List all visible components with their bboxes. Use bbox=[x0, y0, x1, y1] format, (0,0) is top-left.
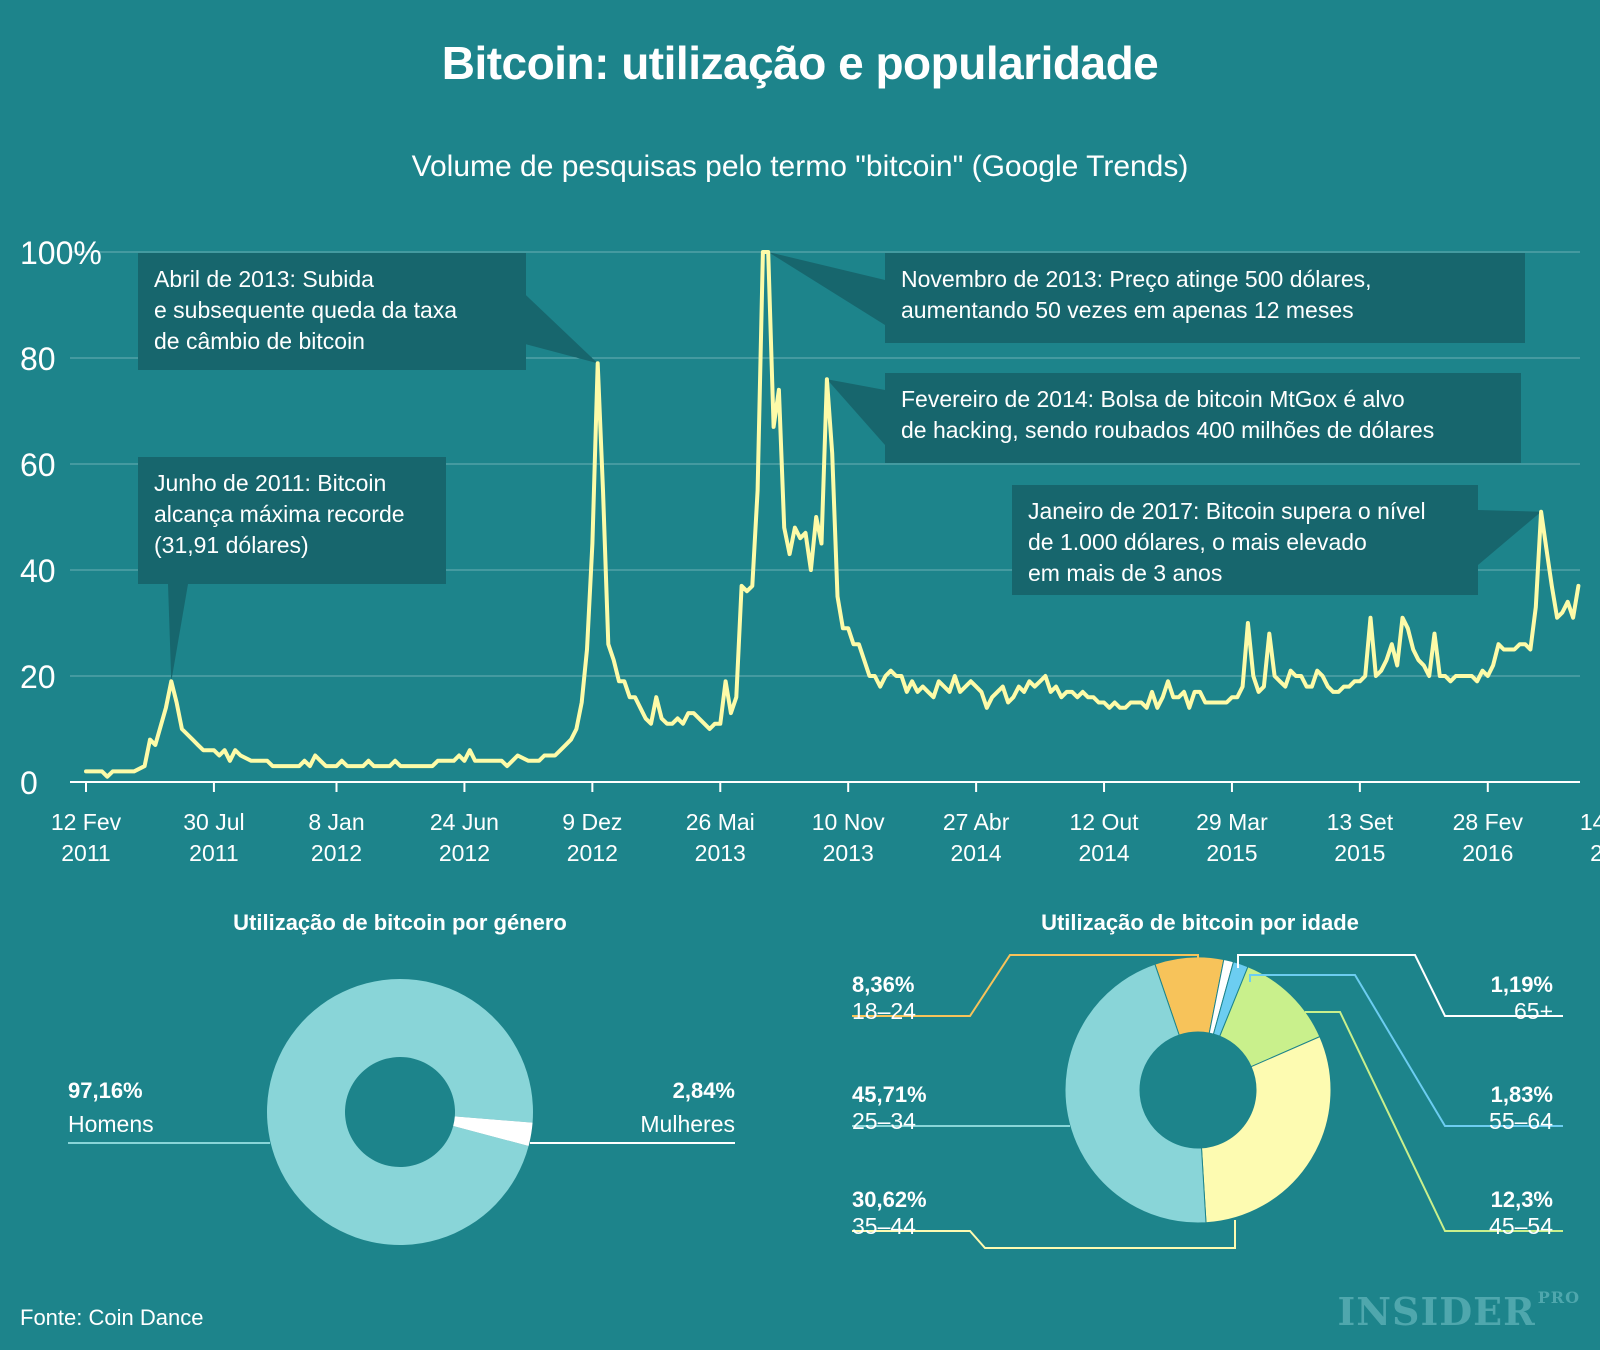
annotation-box bbox=[138, 253, 526, 370]
x-tick-label: 2012 bbox=[567, 840, 618, 866]
pie-slice-women bbox=[453, 1116, 533, 1146]
x-tick-label: 10 Nov bbox=[812, 809, 885, 835]
pie-value-label: 8,36% bbox=[852, 972, 914, 997]
x-tick-label: 2012 bbox=[439, 840, 490, 866]
pie-category-label: Homens bbox=[68, 1111, 154, 1137]
insider-pro-logo: INSIDER PRO bbox=[1338, 1288, 1581, 1334]
annotation-text: Novembro de 2013: Preço atinge 500 dólar… bbox=[901, 266, 1372, 292]
x-tick-label: 2015 bbox=[1206, 840, 1257, 866]
annotation-box bbox=[1012, 485, 1478, 595]
x-tick-label: 13 Set bbox=[1327, 809, 1394, 835]
annotation-box bbox=[885, 253, 1525, 343]
pie-category-label: 45–54 bbox=[1489, 1213, 1553, 1239]
pie-slice-men bbox=[267, 978, 533, 1245]
pie-value-label: 1,19% bbox=[1491, 972, 1553, 997]
x-tick-label: 2015 bbox=[1334, 840, 1385, 866]
x-tick-label: 2012 bbox=[311, 840, 362, 866]
pie-slice bbox=[1200, 1035, 1332, 1224]
x-tick-label: 9 Dez bbox=[562, 809, 622, 835]
x-tick-label: 2013 bbox=[695, 840, 746, 866]
x-tick-label: 2016 bbox=[1462, 840, 1513, 866]
x-tick-label: 2013 bbox=[823, 840, 874, 866]
pie-value-label: 12,3% bbox=[1491, 1187, 1553, 1212]
annotation-pointer bbox=[168, 584, 188, 682]
source-note: Fonte: Coin Dance bbox=[20, 1305, 204, 1330]
leader-line bbox=[1305, 1011, 1563, 1232]
x-tick-label: 2011 bbox=[189, 840, 238, 866]
annotation-text: de 1.000 dólares, o mais elevado bbox=[1028, 529, 1367, 555]
pie-charts: 97,16% Homens 2,84% Mulheres 8,36%18–24 45,71… bbox=[68, 954, 1563, 1249]
gender-chart-title: Utilização de bitcoin por género bbox=[233, 910, 567, 935]
pie-value-label: 30,62% bbox=[852, 1187, 927, 1212]
pie-category-label: 65+ bbox=[1514, 998, 1553, 1024]
y-tick-label: 20 bbox=[20, 659, 56, 695]
annotation-text: de hacking, sendo roubados 400 milhões d… bbox=[901, 417, 1434, 443]
pie-value-label: 1,83% bbox=[1491, 1082, 1553, 1107]
y-tick-label: 40 bbox=[20, 553, 56, 589]
x-tick-label: 14 Ago bbox=[1580, 809, 1600, 835]
annotation-pointer bbox=[1478, 510, 1542, 565]
y-tick-label: 60 bbox=[20, 447, 56, 483]
y-tick-label: 80 bbox=[20, 341, 56, 377]
pie-value-label: 2,84% bbox=[673, 1078, 735, 1103]
x-tick-label: 27 Abr bbox=[943, 809, 1010, 835]
leader-line bbox=[852, 1220, 1236, 1249]
annotation-text: em mais de 3 anos bbox=[1028, 560, 1222, 586]
pie-value-label: 45,71% bbox=[852, 1082, 927, 1107]
x-tick-label: 26 Mai bbox=[686, 809, 755, 835]
x-tick-label: 2016 bbox=[1590, 840, 1600, 866]
x-tick-label: 12 Fev bbox=[51, 809, 122, 835]
annotation-pointer bbox=[768, 252, 885, 325]
x-tick-label: 2011 bbox=[61, 840, 110, 866]
x-tick-label: 2014 bbox=[951, 840, 1002, 866]
y-tick-label: 0 bbox=[20, 765, 38, 801]
annotation-text: e subsequente queda da taxa bbox=[154, 297, 457, 323]
annotation-text: de câmbio de bitcoin bbox=[154, 328, 365, 354]
logo-suffix: PRO bbox=[1537, 1288, 1580, 1307]
leader-line bbox=[1249, 974, 1563, 1127]
annotation-text: (31,91 dólares) bbox=[154, 532, 309, 558]
pie-value-label: 97,16% bbox=[68, 1078, 143, 1103]
pie-category-label: 35–44 bbox=[852, 1213, 916, 1239]
leader-line bbox=[852, 954, 1199, 1017]
line-chart: 0 20 40 60 80 100% 12 Fev 2011 30 Jul 2011 8 Jan 20… bbox=[20, 235, 1600, 866]
logo-text: INSIDER bbox=[1337, 1289, 1536, 1334]
x-tick-label: 2014 bbox=[1078, 840, 1129, 866]
search-volume-line bbox=[84, 250, 1581, 779]
x-tick-label: 12 Out bbox=[1070, 809, 1140, 835]
pie-category-label: Mulheres bbox=[640, 1111, 735, 1137]
page-title: Bitcoin: utilização e popularidade bbox=[441, 37, 1159, 89]
x-tick-label: 24 Jun bbox=[430, 809, 499, 835]
x-tick-label: 8 Jan bbox=[308, 809, 364, 835]
annotation-pointer bbox=[826, 379, 885, 445]
annotation-text: Janeiro de 2017: Bitcoin supera o nível bbox=[1028, 498, 1426, 524]
x-tick-label: 29 Mar bbox=[1196, 809, 1268, 835]
pie-slice bbox=[1064, 963, 1207, 1224]
x-tick-label: 28 Fev bbox=[1453, 809, 1524, 835]
annotation-text: alcança máxima recorde bbox=[154, 501, 405, 527]
pie-category-label: 25–34 bbox=[852, 1108, 916, 1134]
y-tick-label: 100% bbox=[20, 235, 102, 271]
annotation-text: aumentando 50 vezes em apenas 12 meses bbox=[901, 297, 1354, 323]
pie-category-label: 55–64 bbox=[1489, 1108, 1553, 1134]
annotation-text: Junho de 2011: Bitcoin bbox=[154, 470, 386, 496]
line-chart-title: Volume de pesquisas pelo termo "bitcoin"… bbox=[411, 150, 1189, 183]
annotation-text: Abril de 2013: Subida bbox=[154, 266, 374, 292]
leader-line bbox=[1237, 954, 1563, 1017]
annotation-box bbox=[138, 457, 446, 584]
age-chart-title: Utilização de bitcoin por idade bbox=[1041, 910, 1359, 935]
annotation-box bbox=[885, 373, 1521, 463]
pie-category-label: 18–24 bbox=[852, 998, 916, 1024]
annotation-pointer bbox=[510, 280, 598, 364]
x-tick-label: 30 Jul bbox=[183, 809, 244, 835]
annotation-text: Fevereiro de 2014: Bolsa de bitcoin MtGo… bbox=[901, 386, 1405, 412]
